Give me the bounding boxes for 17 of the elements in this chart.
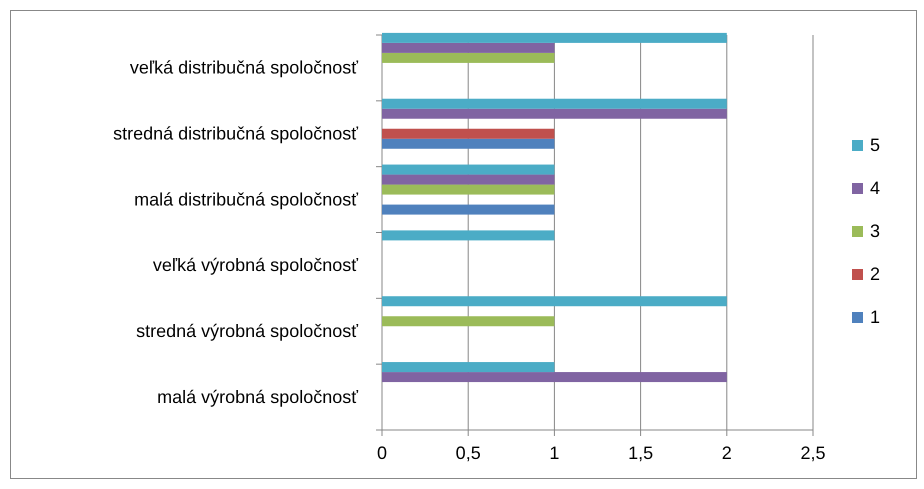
y-tick-label: malá distribučná spoločnosť: [134, 189, 358, 210]
legend-label: 4: [870, 178, 880, 198]
x-tick-label: 2: [722, 442, 732, 463]
legend-label: 5: [870, 135, 880, 155]
x-tick-label: 2,5: [800, 442, 826, 463]
legend-label: 1: [870, 307, 880, 327]
x-tick-label: 1,5: [628, 442, 654, 463]
y-tick-label: malá výrobná spoločnosť: [157, 386, 358, 407]
legend-label: 2: [870, 264, 880, 284]
y-tick-label: stredná výrobná spoločnosť: [136, 321, 358, 342]
x-tick-label: 1: [549, 442, 560, 463]
x-tick-label: 0,5: [456, 442, 481, 463]
x-tick-label: 0: [376, 442, 388, 463]
y-tick-label: stredná distribučná spoločnosť: [113, 124, 358, 144]
y-tick-label: veľká distribučná spoločnosť: [130, 58, 358, 78]
y-tick-label: veľká výrobná spoločnosť: [152, 255, 358, 276]
legend-label: 3: [870, 221, 880, 241]
